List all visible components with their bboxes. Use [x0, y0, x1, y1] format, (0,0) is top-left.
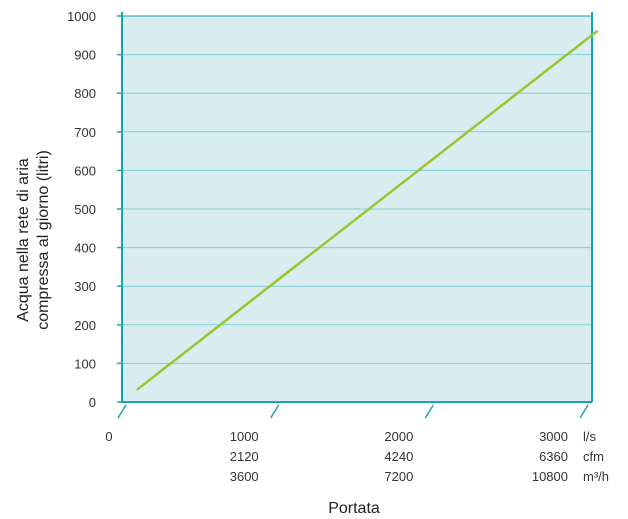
x-tick-label-2000-0: 2000: [384, 429, 413, 444]
x-tick-label-1000-1: 2120: [230, 449, 259, 464]
x-tick-label-0: 0: [105, 429, 112, 444]
y-tick-label-700: 700: [74, 125, 96, 140]
y-tick-label-500: 500: [74, 202, 96, 217]
x-axis-ticks: 0 1000 2120 3600 2000 4240 7200 3000 6360 10800 l/…: [105, 404, 609, 484]
x-tick-label-2000-1: 4240: [384, 449, 413, 464]
series-line-0: [136, 30, 599, 391]
y-axis-ticks: 0 100 200 300 400 500 600 700 800 900 1000: [67, 9, 122, 410]
y-tick-label-1000: 1000: [67, 9, 96, 24]
x-tick-mark-3000: [579, 404, 589, 419]
x-tick-mark-1000: [270, 404, 280, 419]
y-tick-label-100: 100: [74, 356, 96, 371]
x-tick-label-1000-0: 1000: [230, 429, 259, 444]
y-tick-label-600: 600: [74, 163, 96, 178]
x-tick-mark-2000: [424, 404, 434, 419]
x-tick-mark-0: [117, 404, 127, 419]
y-axis-title-line-2: compressa al giorno (litri): [35, 150, 52, 330]
x-tick-label-2000-2: 7200: [384, 469, 413, 484]
x-axis-title: Portata: [328, 500, 380, 517]
y-tick-label-800: 800: [74, 86, 96, 101]
x-unit-label-1: cfm: [583, 449, 604, 464]
grid-lines: [122, 54, 592, 364]
y-tick-label-0: 0: [89, 395, 96, 410]
x-tick-label-1000-2: 3600: [230, 469, 259, 484]
series-layer: [136, 30, 599, 391]
y-tick-label-400: 400: [74, 241, 96, 256]
x-unit-label-2: m³/h: [583, 469, 609, 484]
x-tick-label-3000-0: 3000: [539, 429, 568, 444]
y-tick-label-900: 900: [74, 48, 96, 63]
x-tick-label-3000-1: 6360: [539, 449, 568, 464]
x-unit-label-0: l/s: [583, 429, 597, 444]
y-axis-title-line-1: Acqua nella rete di aria: [15, 158, 32, 322]
y-tick-label-200: 200: [74, 318, 96, 333]
x-tick-label-3000-2: 10800: [532, 469, 568, 484]
y-tick-label-300: 300: [74, 279, 96, 294]
plot-frame: [121, 12, 593, 403]
